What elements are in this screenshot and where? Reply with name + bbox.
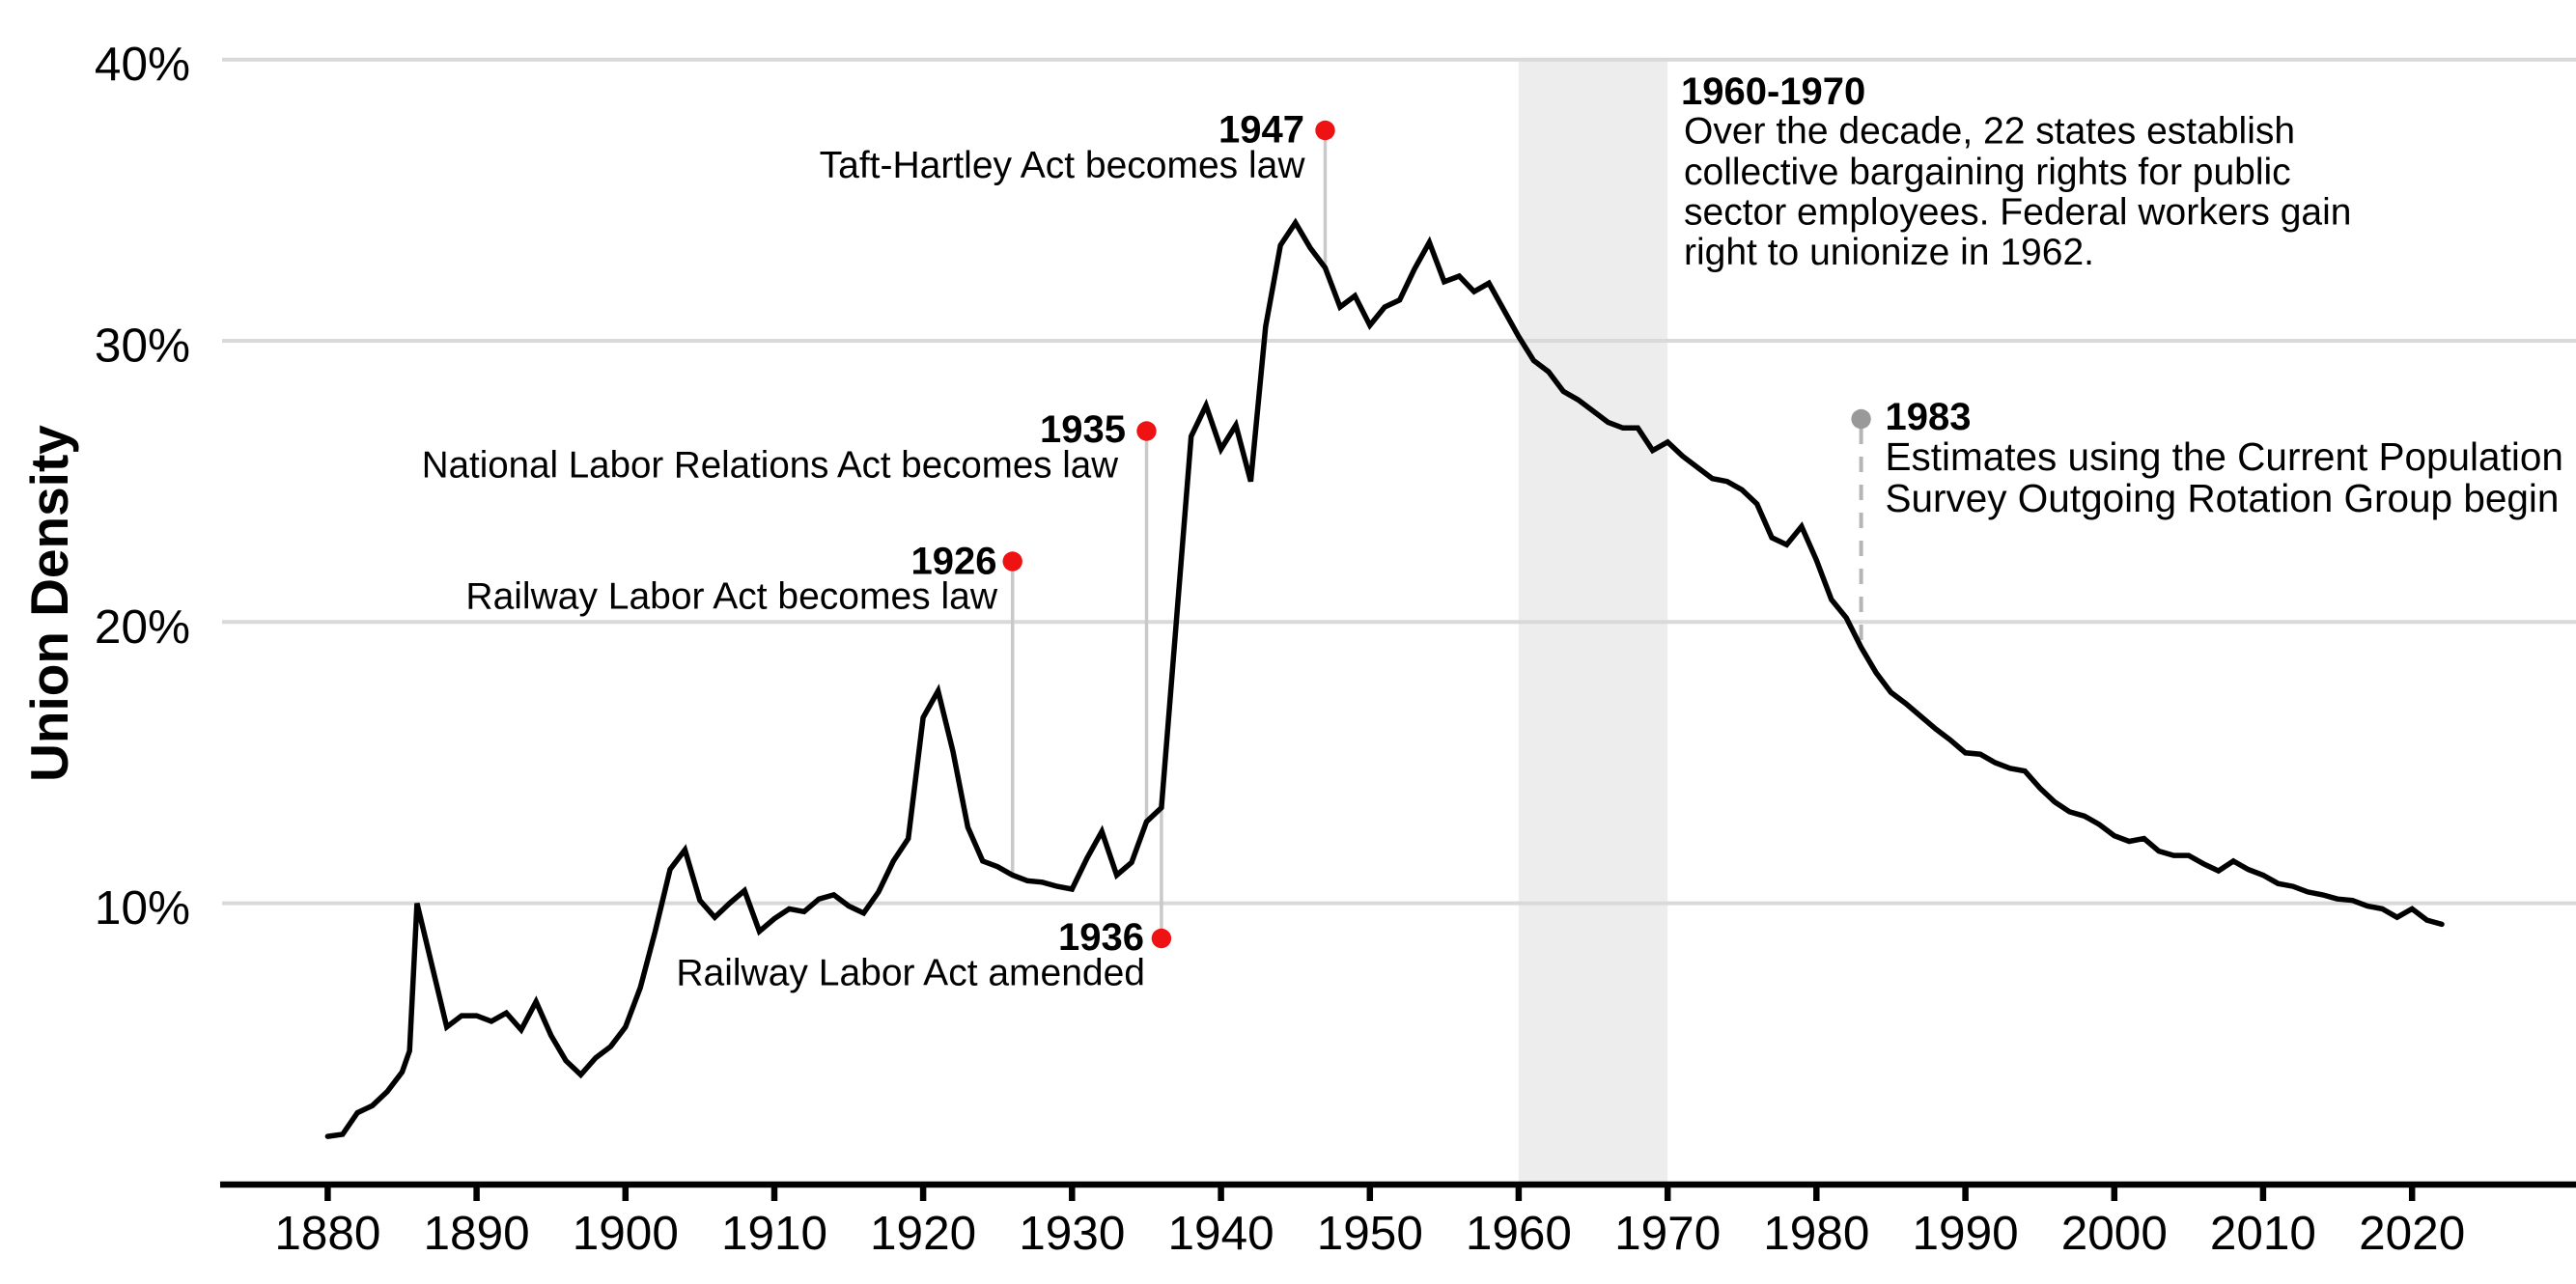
svg-text:1936: 1936: [1058, 916, 1144, 959]
svg-text:right to unionize in 1962.: right to unionize in 1962.: [1684, 232, 2094, 273]
svg-text:1900: 1900: [573, 1207, 679, 1260]
svg-text:30%: 30%: [95, 320, 190, 373]
svg-text:1930: 1930: [1019, 1207, 1125, 1260]
svg-text:Over the decade, 22 states est: Over the decade, 22 states establish: [1684, 111, 2295, 153]
svg-text:2010: 2010: [2210, 1207, 2316, 1260]
svg-text:Union Density: Union Density: [19, 425, 79, 782]
svg-text:1926: 1926: [911, 541, 997, 583]
svg-text:1960-1970: 1960-1970: [1681, 70, 1865, 113]
svg-text:20%: 20%: [95, 600, 190, 654]
svg-text:1940: 1940: [1168, 1207, 1274, 1260]
svg-text:Railway Labor Act becomes law: Railway Labor Act becomes law: [465, 576, 997, 618]
svg-text:1920: 1920: [870, 1207, 976, 1260]
svg-text:Estimates using the Current Po: Estimates using the Current Population: [1886, 434, 2563, 479]
svg-text:Railway Labor Act amended: Railway Labor Act amended: [676, 953, 1145, 994]
svg-text:1950: 1950: [1317, 1207, 1423, 1260]
svg-text:1935: 1935: [1040, 408, 1126, 451]
svg-text:1947: 1947: [1218, 109, 1304, 152]
svg-text:2020: 2020: [2359, 1207, 2465, 1260]
svg-text:40%: 40%: [95, 38, 190, 91]
svg-text:1990: 1990: [1913, 1207, 2019, 1260]
svg-text:1890: 1890: [424, 1207, 530, 1260]
svg-text:Taft-Hartley Act becomes law: Taft-Hartley Act becomes law: [820, 145, 1306, 186]
svg-text:sector employees. Federal work: sector employees. Federal workers gain: [1684, 192, 2351, 234]
svg-text:collective bargaining rights f: collective bargaining rights for public: [1684, 152, 2291, 193]
svg-text:1980: 1980: [1763, 1207, 1869, 1260]
svg-text:National Labor Relations Act b: National Labor Relations Act becomes law: [422, 445, 1118, 487]
svg-text:Survey Outgoing Rotation Group: Survey Outgoing Rotation Group begin: [1886, 476, 2560, 520]
svg-text:10%: 10%: [95, 881, 190, 935]
svg-text:1910: 1910: [721, 1207, 827, 1260]
svg-text:1960: 1960: [1466, 1207, 1572, 1260]
svg-text:2000: 2000: [2061, 1207, 2168, 1260]
svg-text:1880: 1880: [274, 1207, 380, 1260]
svg-text:1983: 1983: [1886, 396, 1972, 438]
svg-text:1970: 1970: [1614, 1207, 1721, 1260]
